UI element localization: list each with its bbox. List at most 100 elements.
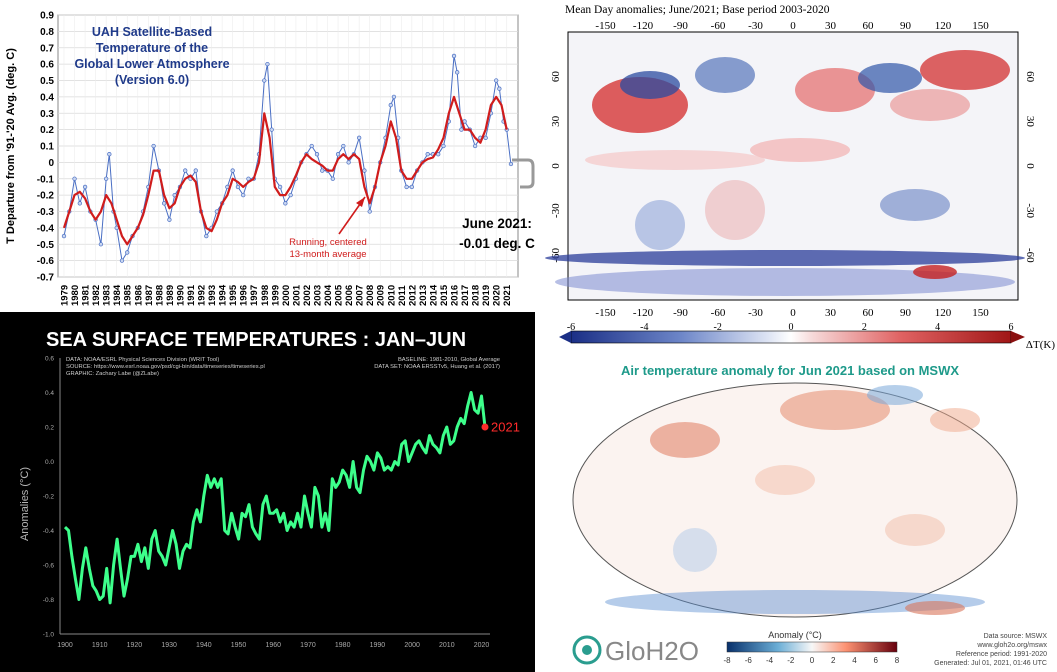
mswx-anomaly-blobs bbox=[605, 385, 985, 615]
uah-x-tick-label: 2004 bbox=[323, 284, 334, 306]
uah-x-tick-label: 1986 bbox=[133, 285, 144, 306]
uah-x-tick-label: 2015 bbox=[439, 284, 450, 306]
mswx-colorbar-tick: 6 bbox=[874, 656, 879, 665]
ncep-colorbar-ticks: -6 -4 -2 0 2 4 6 bbox=[567, 322, 1014, 333]
uah-monthly-point bbox=[98, 242, 104, 247]
ncep-lat-label-right: 30 bbox=[1024, 116, 1036, 128]
uah-title-line-1: UAH Satellite-Based bbox=[92, 25, 212, 39]
sst-meta-right-1: BASELINE: 1981-2010, Global Average bbox=[398, 357, 500, 363]
uah-x-tick-label: 1980 bbox=[70, 285, 81, 306]
uah-monthly-point bbox=[494, 78, 499, 83]
sst-y-tick-label: 0.2 bbox=[45, 425, 54, 432]
uah-x-tick-label: 1991 bbox=[186, 284, 197, 306]
uah-grid bbox=[58, 14, 518, 278]
uah-monthly-point bbox=[269, 127, 274, 132]
sst-y-tick-label: 0.0 bbox=[45, 459, 54, 466]
ncep-lon-label-top: 150 bbox=[972, 20, 989, 32]
sst-y-axis-label: Anomalies (°C) bbox=[19, 467, 31, 541]
ncep-lat-label-right: 0 bbox=[1024, 163, 1036, 169]
uah-series bbox=[61, 53, 514, 263]
uah-monthly-point bbox=[193, 168, 198, 173]
uah-x-tick-label: 2008 bbox=[365, 285, 376, 306]
sst-series-line bbox=[63, 391, 487, 605]
uah-monthly-point bbox=[265, 61, 270, 67]
ncep-colorbar-tick: -4 bbox=[640, 322, 648, 333]
ncep-lon-label-top: -150 bbox=[595, 20, 616, 32]
sst-x-tick-label: 1920 bbox=[127, 642, 143, 649]
sst-chart: SEA SURFACE TEMPERATURES : JAN–JUN DATA:… bbox=[19, 329, 520, 649]
sst-x-tick-label: 2010 bbox=[439, 642, 455, 649]
uah-title-line-2: Temperature of the bbox=[96, 41, 208, 55]
uah-x-tick-label: 2016 bbox=[450, 285, 461, 306]
uah-x-tick-label: 1989 bbox=[165, 285, 176, 306]
uah-monthly-point bbox=[436, 152, 441, 157]
uah-x-tick-label: 1987 bbox=[144, 285, 155, 306]
uah-monthly-point bbox=[235, 184, 241, 190]
ncep-lat-label-right: 60 bbox=[1024, 71, 1036, 83]
uah-monthly-point bbox=[309, 143, 314, 149]
mswx-map: Air temperature anomaly for Jun 2021 bas… bbox=[572, 363, 1047, 667]
uah-y-tick-label: -0.4 bbox=[37, 223, 55, 234]
uah-y-tick-label: -0.3 bbox=[37, 207, 55, 218]
uah-monthly-point bbox=[72, 176, 77, 181]
uah-avg-label-line-1: Running, centered bbox=[289, 237, 367, 248]
ncep-lon-label-top: 120 bbox=[935, 20, 952, 32]
uah-title-line-3: Global Lower Atmosphere bbox=[74, 57, 229, 71]
sst-x-tick-label: 2000 bbox=[404, 642, 420, 649]
uah-x-tick-label: 1979 bbox=[60, 285, 71, 306]
uah-monthly-point bbox=[459, 127, 464, 132]
uah-monthly-point bbox=[330, 176, 335, 181]
sst-x-tick-label: 1950 bbox=[231, 642, 247, 649]
sst-y-tick-label: 0.6 bbox=[45, 356, 54, 363]
uah-monthly-point bbox=[230, 168, 235, 173]
sst-chart-panel: SEA SURFACE TEMPERATURES : JAN–JUN DATA:… bbox=[0, 312, 535, 672]
uah-x-tick-label: 2003 bbox=[312, 285, 323, 306]
uah-annotation-line-2: -0.01 deg. C bbox=[459, 236, 535, 251]
uah-y-tick-label: -0.1 bbox=[37, 174, 55, 185]
uah-x-tick-label: 1985 bbox=[123, 284, 134, 306]
uah-x-tick-label: 2013 bbox=[418, 285, 429, 306]
sst-y-tick-label: 0.4 bbox=[45, 390, 54, 397]
sst-meta-line-3: GRAPHIC: Zachary Labe (@ZLabe) bbox=[66, 371, 159, 377]
uah-monthly-point bbox=[241, 192, 246, 198]
ncep-lon-labels-top: -150 -120 -90 -60 -30 0 30 60 90 120 150 bbox=[595, 20, 989, 32]
uah-y-ticks: -0.7 -0.6 -0.5 -0.4 -0.3 -0.2 -0.1 0 0.1 0.2 0.3 0.… bbox=[37, 11, 55, 284]
uah-monthly-point bbox=[455, 70, 460, 75]
uah-monthly-point bbox=[497, 86, 502, 91]
ncep-lon-label-bottom: 150 bbox=[972, 307, 989, 319]
mswx-colorbar-tick: 4 bbox=[852, 656, 857, 665]
uah-x-tick-label: 2006 bbox=[344, 285, 355, 306]
ncep-lon-label-bottom: 90 bbox=[900, 307, 912, 319]
uah-x-tick-label: 2010 bbox=[386, 285, 397, 306]
uah-y-tick-label: 0.8 bbox=[40, 27, 54, 38]
ncep-lon-label-top: -120 bbox=[633, 20, 654, 32]
uah-x-tick-label: 1992 bbox=[197, 285, 208, 306]
sst-y-tick-label: -0.4 bbox=[43, 528, 55, 535]
ncep-lon-labels-bottom: -150 -120 -90 -60 -30 0 30 60 90 120 150 bbox=[595, 307, 989, 319]
sst-y-tick-label: -0.8 bbox=[43, 597, 55, 604]
uah-monthly-point bbox=[107, 152, 112, 157]
sst-x-ticks: 1900 1910 1920 1930 1940 1950 1960 1970 1980 1990… bbox=[57, 642, 489, 649]
ncep-lat-label-left: 0 bbox=[550, 163, 562, 169]
mswx-title: Air temperature anomaly for Jun 2021 bas… bbox=[621, 363, 959, 378]
ncep-anomaly-blobs bbox=[545, 50, 1025, 296]
ncep-colorbar-high-arrow bbox=[1011, 331, 1025, 343]
ncep-lon-label-bottom: 0 bbox=[790, 307, 796, 319]
uah-monthly-point bbox=[451, 53, 457, 59]
uah-x-tick-label: 1984 bbox=[112, 284, 123, 306]
sst-x-tick-label: 1960 bbox=[265, 642, 281, 649]
uah-x-tick-label: 1994 bbox=[218, 284, 229, 306]
uah-monthly-point bbox=[346, 160, 351, 165]
mswx-colorbar-tick: -2 bbox=[787, 656, 795, 665]
uah-x-tick-label: 2020 bbox=[492, 285, 503, 306]
ncep-lon-label-top: -90 bbox=[673, 20, 688, 32]
gloh2o-logo-text: GloH2O bbox=[605, 636, 699, 666]
uah-y-tick-label: 0.1 bbox=[40, 142, 54, 153]
mswx-footer-3: Reference period: 1991-2020 bbox=[956, 651, 1047, 658]
sst-meta-right-2: DATA SET: NOAA ERSSTv5, Huang et al. (20… bbox=[374, 364, 500, 370]
uah-y-tick-label: 0.3 bbox=[40, 109, 54, 120]
uah-monthly-point bbox=[82, 184, 88, 190]
uah-monthly-point bbox=[483, 135, 488, 140]
uah-monthly-point bbox=[341, 143, 346, 149]
sst-y-tick-label: -0.6 bbox=[43, 563, 55, 570]
